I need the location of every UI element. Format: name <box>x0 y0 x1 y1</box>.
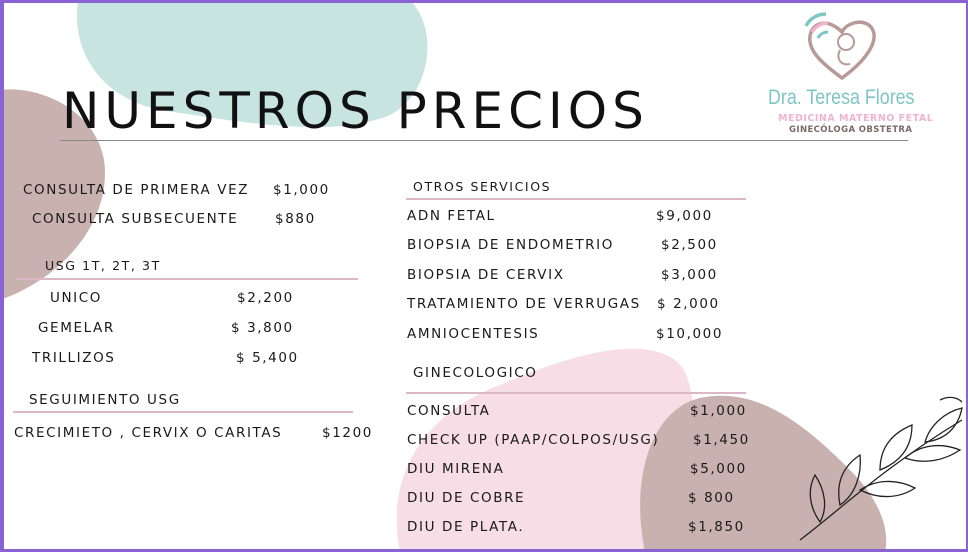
item-label: BIOPSIA DE ENDOMETRIO <box>407 237 614 253</box>
section-divider <box>406 198 746 200</box>
item-price: $5,000 <box>690 461 747 477</box>
item-label: DIU DE COBRE <box>407 490 526 506</box>
item-price: $2,500 <box>661 237 718 253</box>
item-price: $ 2,000 <box>657 296 720 312</box>
item-label: CONSULTA <box>407 403 491 419</box>
item-price: $1,000 <box>690 403 747 419</box>
item-price: $2,200 <box>237 290 294 306</box>
item-label: TRATAMIENTO DE VERRUGAS <box>407 296 641 312</box>
item-label: AMNIOCENTESIS <box>407 326 540 342</box>
section-divider <box>16 278 358 280</box>
item-label: CONSULTA SUBSECUENTE <box>32 211 239 227</box>
leaf-branch-icon <box>799 396 963 541</box>
section-divider <box>406 392 746 394</box>
teal-blob <box>76 0 428 128</box>
item-price: $ 800 <box>688 490 735 506</box>
item-price: $1,450 <box>693 432 750 448</box>
pink-blob <box>396 348 707 552</box>
mauve-blob-right <box>640 395 887 552</box>
page-title: NUESTROS PRECIOS <box>62 82 649 140</box>
item-price: $ 3,800 <box>231 320 294 336</box>
item-label: ADN FETAL <box>407 208 496 224</box>
item-price: $1,850 <box>688 519 745 535</box>
section-heading-otros: OTROS SERVICIOS <box>413 179 552 194</box>
item-label: DIU DE PLATA. <box>407 519 525 535</box>
item-price: $880 <box>275 211 316 227</box>
heart-fetus-icon <box>804 12 876 81</box>
section-heading-gineco: GINECOLOGICO <box>413 365 538 381</box>
logo-role: GINECÓLOGA OBSTETRA <box>789 125 913 135</box>
section-divider <box>13 411 353 413</box>
item-label: UNICO <box>50 290 103 306</box>
item-label: CHECK UP (PAAP/COLPOS/USG) <box>407 432 660 448</box>
item-label: CONSULTA DE PRIMERA VEZ <box>23 182 250 198</box>
logo-name: Dra. Teresa Flores <box>768 86 915 109</box>
mauve-blob-left <box>0 89 105 301</box>
item-price: $3,000 <box>661 267 718 283</box>
item-price: $10,000 <box>656 326 724 342</box>
item-label: TRILLIZOS <box>32 350 116 366</box>
logo-specialty: MEDICINA MATERNO FETAL <box>778 113 934 124</box>
item-label: BIOPSIA DE CERVIX <box>407 267 565 283</box>
item-label: DIU MIRENA <box>407 461 505 477</box>
section-heading-seguimiento: SEGUIMIENTO USG <box>29 392 181 408</box>
title-divider <box>60 140 908 141</box>
item-price: $1,000 <box>273 182 330 198</box>
item-label: GEMELAR <box>38 320 115 336</box>
item-price: $9,000 <box>656 208 713 224</box>
item-label: CRECIMIETO , CERVIX O CARITAS <box>14 425 283 441</box>
section-heading-usg: USG 1T, 2T, 3T <box>45 258 161 273</box>
item-price: $ 5,400 <box>236 350 299 366</box>
item-price: $1200 <box>322 425 373 441</box>
